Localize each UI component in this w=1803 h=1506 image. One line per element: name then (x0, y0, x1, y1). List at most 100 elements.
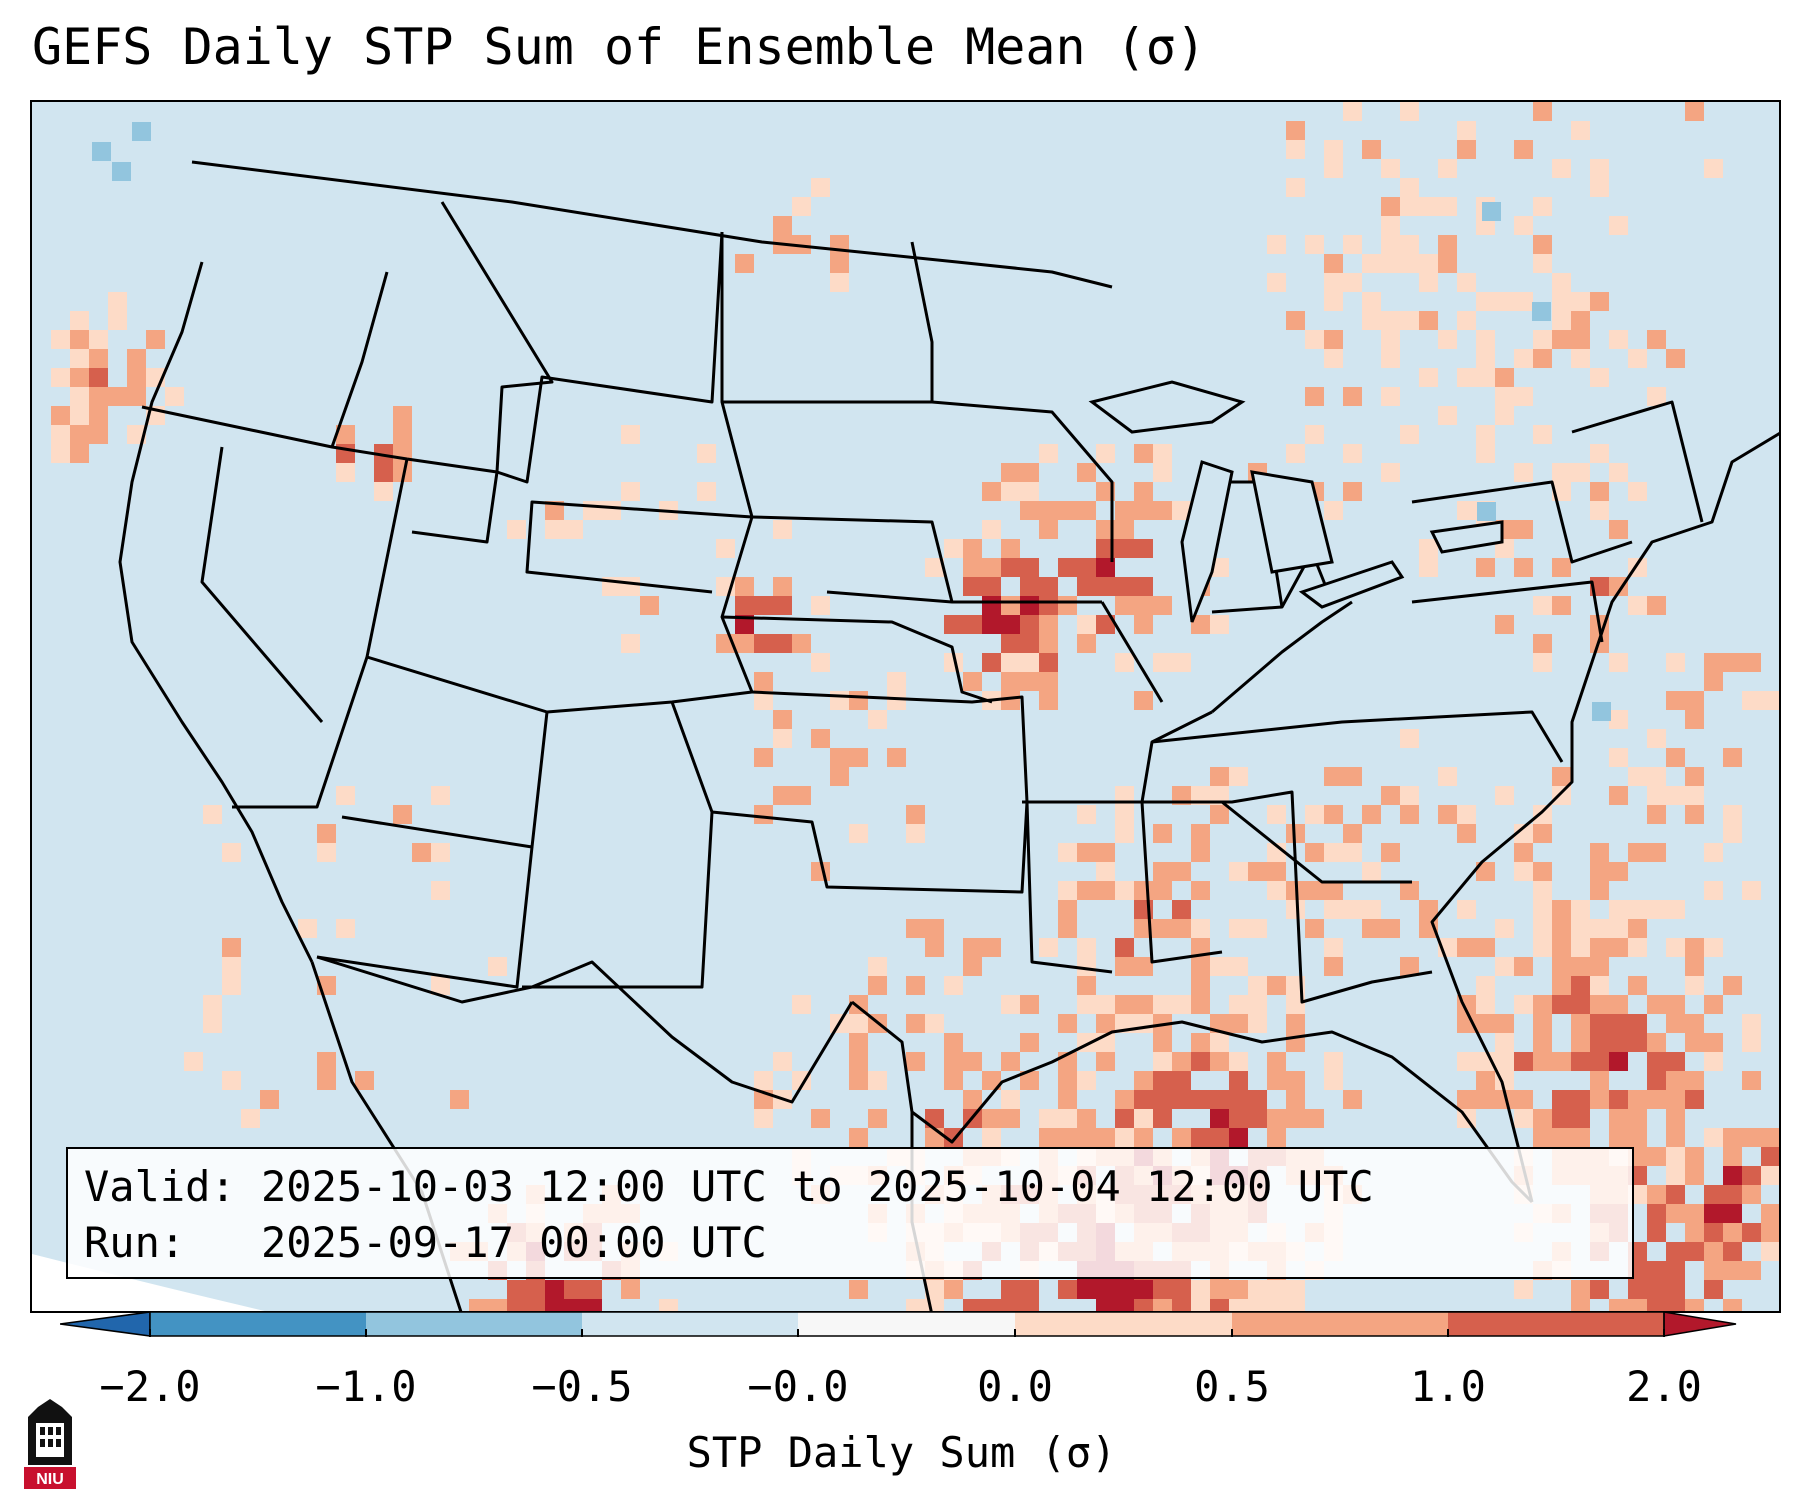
stp-cell (1571, 463, 1590, 482)
stp-cell (1248, 862, 1267, 881)
stp-cell (944, 976, 963, 995)
stp-cell (1438, 330, 1457, 349)
stp-cell (374, 444, 393, 463)
stp-cell (1685, 102, 1704, 121)
logo-bar (24, 1467, 76, 1489)
stp-cell (640, 596, 659, 615)
gulf-coast (851, 1000, 1534, 1204)
stp-cell (1001, 558, 1020, 577)
stp-cell (811, 596, 830, 615)
stp-cell (1590, 1052, 1609, 1071)
stp-cell (526, 1299, 545, 1311)
stp-cell (1039, 444, 1058, 463)
stp-cell (1191, 1280, 1210, 1299)
stp-cell (1077, 1109, 1096, 1128)
stp-cell (1761, 1242, 1779, 1261)
stp-cell (1020, 1033, 1039, 1052)
stp-cell (1191, 881, 1210, 900)
stp-cell (1134, 1014, 1153, 1033)
stp-cell (1685, 1014, 1704, 1033)
stp-cell (1514, 1052, 1533, 1071)
stp-cell (1647, 805, 1666, 824)
stp-cell (1742, 1166, 1761, 1185)
colorbar-bin (582, 1312, 798, 1336)
stp-cell (1761, 1223, 1779, 1242)
stp-cell (1267, 1128, 1286, 1147)
colorbar-bin (1448, 1312, 1664, 1336)
lake-ontario (1429, 520, 1504, 554)
stp-cell (1248, 1109, 1267, 1128)
stp-cells (51, 102, 1779, 1311)
stp-cell (1286, 311, 1305, 330)
stp-cell (1134, 691, 1153, 710)
stp-cell (1723, 1299, 1742, 1311)
stp-cell (1305, 805, 1324, 824)
stp-cell (1533, 919, 1552, 938)
stp-cell (1020, 1071, 1039, 1090)
stp-cell (1495, 1033, 1514, 1052)
stp-cell (1647, 1299, 1666, 1311)
stp-cell (1305, 919, 1324, 938)
stp-cell (1514, 387, 1533, 406)
stp-cell (260, 1090, 279, 1109)
stp-cell (1742, 1071, 1761, 1090)
stp-cell (1001, 672, 1020, 691)
stp-cell (545, 1280, 564, 1299)
stp-cell (1495, 368, 1514, 387)
stp-cell (1666, 938, 1685, 957)
stp-cell (1666, 995, 1685, 1014)
stp-cell (1153, 501, 1172, 520)
stp-cell (1609, 216, 1628, 235)
stp-cell (1514, 957, 1533, 976)
stp-cell (754, 805, 773, 824)
stp-cell (1229, 919, 1248, 938)
stp-cell (1001, 1109, 1020, 1128)
stp-cell (1001, 634, 1020, 653)
stp-cell (1286, 1299, 1305, 1311)
stp-cell (1324, 938, 1343, 957)
stp-cell (70, 406, 89, 425)
stp-cell (1267, 1052, 1286, 1071)
stp-cell (89, 368, 108, 387)
stp-cell (849, 1071, 868, 1090)
stp-cell (526, 1280, 545, 1299)
stp-cell (1552, 558, 1571, 577)
stp-cell (792, 634, 811, 653)
stp-cell (1647, 729, 1666, 748)
stp-cell (1134, 577, 1153, 596)
logo-text: NIU (36, 1471, 64, 1488)
stp-cell (1457, 805, 1476, 824)
stp-cell (1381, 387, 1400, 406)
stp-cell (222, 957, 241, 976)
stp-cell (1571, 1299, 1590, 1311)
stp-cell (1590, 1014, 1609, 1033)
stp-cell (1419, 254, 1438, 273)
stp-cell (1457, 311, 1476, 330)
stp-cell (1704, 1033, 1723, 1052)
stp-cell (1400, 254, 1419, 273)
stp-cell (1438, 406, 1457, 425)
stp-cell (1476, 330, 1495, 349)
stp-cell (621, 634, 640, 653)
stp-cell (1571, 1033, 1590, 1052)
stp-cell (1704, 843, 1723, 862)
colorbar-tick-label: −0.0 (747, 1362, 849, 1411)
run-value: 2025-09-17 00:00 UTC (261, 1218, 767, 1267)
stp-cell (925, 1280, 944, 1299)
stp-cell (1362, 140, 1381, 159)
stp-cell (754, 1109, 773, 1128)
stp-cell (1457, 900, 1476, 919)
stp-cell (1229, 995, 1248, 1014)
stp-cell (1115, 653, 1134, 672)
stp-cell (1096, 1128, 1115, 1147)
colorbar-label: STP Daily Sum (σ) (686, 1428, 1117, 1477)
stp-cell (1286, 824, 1305, 843)
stp-cell (773, 786, 792, 805)
stp-cell (1172, 1280, 1191, 1299)
stp-cell (1115, 957, 1134, 976)
stp-cell (393, 425, 412, 444)
stp-cell (1552, 1052, 1571, 1071)
stp-cell (1419, 197, 1438, 216)
stp-cell (1476, 444, 1495, 463)
stp-cell (1267, 273, 1286, 292)
